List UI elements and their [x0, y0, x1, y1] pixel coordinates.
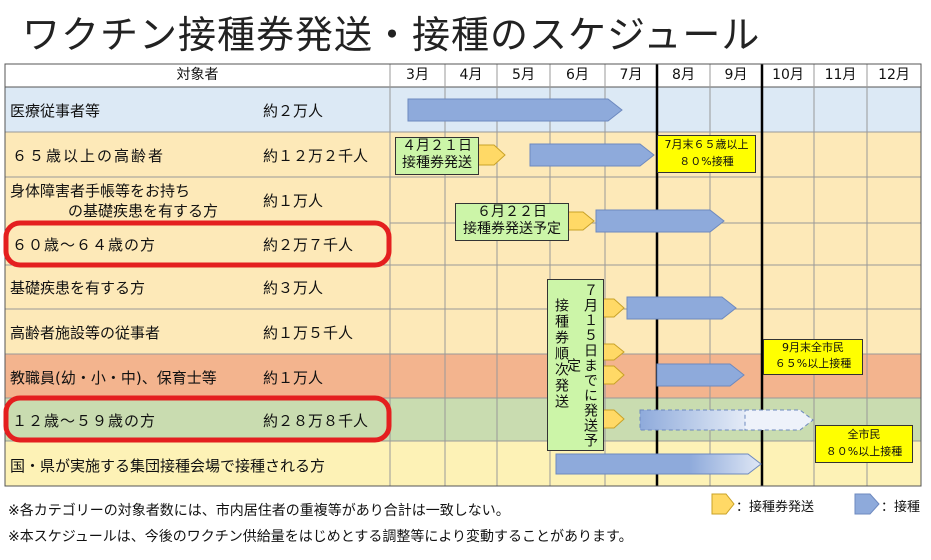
callout-jun22-date: ６月２２日 — [477, 204, 547, 220]
header-month-7: 7月 — [619, 67, 643, 83]
callout-apr21-text: 接種券発送 — [402, 155, 472, 171]
callout-jun22-text: 接種券発送予定 — [463, 221, 561, 237]
callout-apr21: ４月２１日 接種券発送 — [395, 137, 479, 175]
row-name-facility: 高齢者施設等の従事者 — [10, 324, 161, 342]
header-month-5: 5月 — [512, 67, 535, 83]
row-count-facility: 約１万５千人 — [263, 324, 354, 342]
callout-sep-end-line1: 9月末全市民 — [782, 341, 844, 354]
page-title: ワクチン接種券発送・接種のスケジュール — [22, 13, 761, 57]
vaccination-arrow-mass — [555, 453, 762, 475]
row-name-elderly: ６５歳以上の高齢者 — [12, 147, 166, 165]
callout-apr21-date: ４月２１日 — [402, 138, 472, 154]
legend-ticket-label: ：接種券発送 — [736, 500, 815, 515]
row-count-underlying: 約３万人 — [263, 279, 324, 297]
row-name-12-59: １２歳～５９歳の方 — [12, 412, 157, 430]
vaccination-arrow-underlying — [626, 296, 737, 320]
legend-ticket-icon — [711, 493, 735, 515]
callout-jul15-vertical: ７月１５日までに発送予定 接種券順次発送 — [547, 279, 604, 451]
legend-vaccination-icon — [854, 493, 880, 515]
highlight-ring-60-64 — [3, 220, 392, 268]
row-name-60-64: ６０歳～６４歳の方 — [12, 236, 157, 254]
row-count-12-59: 約２８万８千人 — [263, 412, 369, 430]
header-target: 対象者 — [176, 67, 219, 83]
callout-all-citizens: 全市民 ８０%以上接種 — [815, 425, 913, 463]
vaccination-arrow-teachers — [656, 363, 745, 387]
header-month-10: 10月 — [772, 67, 804, 83]
highlight-ring-12-59 — [3, 395, 392, 443]
row-bg-underlying — [5, 265, 921, 309]
row-count-disabled: 約１万人 — [263, 192, 324, 210]
header-month-6: 6月 — [566, 67, 589, 83]
row-count-elderly: 約１２万２千人 — [263, 147, 369, 165]
header-month-3: 3月 — [406, 67, 429, 83]
callout-sep-end-line2: ６５%以上接種 — [774, 357, 852, 370]
header-month-12: 12月 — [878, 67, 910, 83]
vaccination-arrow-12-59-solid — [639, 409, 759, 431]
header-month-9: 9月 — [724, 67, 748, 83]
row-name-medical: 医療従事者等 — [10, 102, 101, 120]
row-count-teachers: 約１万人 — [263, 369, 324, 387]
callout-sep-end: 9月末全市民 ６５%以上接種 — [763, 339, 863, 375]
vaccination-arrow-elderly — [529, 143, 655, 167]
row-name-disabled-2: の基礎疾患を有する方 — [68, 202, 219, 220]
row-count-medical: 約２万人 — [263, 102, 324, 120]
header-month-4: 4月 — [459, 67, 483, 83]
callout-jun22: ６月２２日 接種券発送予定 — [455, 203, 569, 241]
callout-all-citizens-line1: 全市民 — [847, 428, 881, 441]
callout-jul-end-65-line1: 7月末６５歳以上 — [664, 138, 749, 151]
header-month-11: 11月 — [824, 67, 857, 83]
callout-jul15-text: ７月１５日までに発送予定 — [565, 282, 598, 448]
row-name-disabled-1: 身体障害者手帳等をお持ち — [10, 182, 191, 200]
callout-jul-end-65-line2: ８０%接種 — [679, 155, 734, 168]
note-2: ※本スケジュールは、今後のワクチン供給量をはじめとする調整等により変動することが… — [8, 529, 633, 545]
vaccination-arrow-disabled — [595, 209, 725, 233]
row-name-underlying: 基礎疾患を有する方 — [10, 279, 146, 297]
row-name-mass: 国・県が実施する集団接種会場で接種される方 — [10, 457, 326, 475]
row-name-teachers: 教職員(幼・小・中)、保育士等 — [10, 369, 217, 387]
note-1: ※各カテゴリーの対象者数には、市内居住者の重複等があり合計は一致しない。 — [8, 503, 510, 519]
callout-jul-end-65: 7月末６５歳以上 ８０%接種 — [657, 135, 756, 173]
legend-vaccination-label: ：接種 — [881, 500, 921, 515]
vaccination-arrow-12-59-dashed — [744, 409, 814, 431]
callout-seq-text: 接種券順次発送 — [553, 298, 569, 410]
header-month-8: 8月 — [672, 67, 695, 83]
row-bg-mass — [5, 441, 921, 486]
callout-all-citizens-line2: ８０%以上接種 — [825, 445, 903, 458]
row-count-60-64: 約２万７千人 — [263, 236, 354, 254]
vaccination-arrow-medical — [407, 98, 623, 122]
